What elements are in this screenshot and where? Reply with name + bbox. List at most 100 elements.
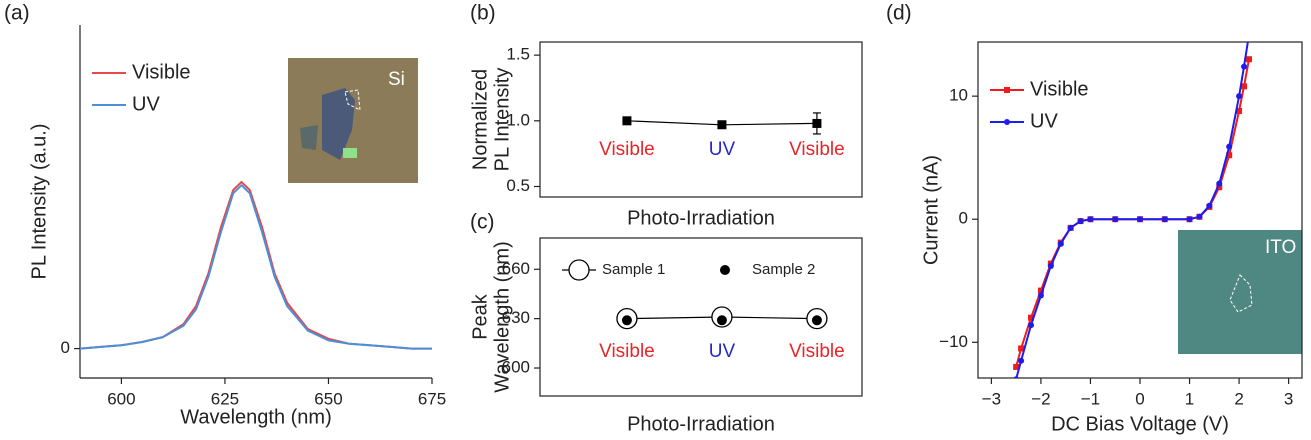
marker <box>1018 345 1025 352</box>
inset-si: Si <box>288 58 418 183</box>
plot-area <box>616 306 828 330</box>
panel-label: (a) <box>4 2 30 25</box>
plot-area <box>622 112 822 135</box>
y-tick-label: 630 <box>502 308 530 327</box>
marker <box>568 259 590 281</box>
panel-label: (c) <box>470 211 495 234</box>
y-tick-label: 0 <box>959 209 968 228</box>
x-axis-label: Photo-Irradiation <box>627 207 775 229</box>
marker <box>1057 240 1064 247</box>
marker <box>1161 216 1168 223</box>
inset-image <box>288 58 418 183</box>
category-label: UV <box>709 139 736 160</box>
marker <box>622 116 632 126</box>
category-label: Visible <box>789 341 845 362</box>
marker <box>1028 314 1035 321</box>
outline <box>1229 274 1253 313</box>
marker <box>1112 216 1119 223</box>
y-tick-label: 0 <box>61 338 70 357</box>
inset-label: ITO <box>1265 237 1296 258</box>
plot-area <box>1013 32 1252 378</box>
marker <box>811 315 822 326</box>
flake <box>322 88 355 160</box>
y-axis-label: Wavelength (nm) <box>491 241 513 393</box>
plot-frame <box>539 237 863 397</box>
x-tick-label: 3 <box>1284 389 1293 408</box>
marker <box>1137 216 1143 223</box>
y-axis-label: Current (nA) <box>920 155 942 265</box>
outline <box>344 89 361 111</box>
legend-label: Sample 2 <box>752 261 815 278</box>
marker <box>621 315 632 326</box>
marker <box>1047 263 1054 269</box>
marker <box>720 265 730 275</box>
inset-image <box>1178 230 1302 354</box>
marker <box>1226 143 1233 150</box>
legend-label: Visible <box>132 61 191 83</box>
marker <box>1245 56 1252 63</box>
legend-label: UV <box>132 93 160 115</box>
x-tick-label: 0 <box>1135 389 1144 408</box>
y-tick-label: 0.5 <box>506 176 530 195</box>
x-axis-label: Wavelength (nm) <box>180 406 332 428</box>
marker <box>1241 83 1248 90</box>
marker <box>1196 213 1203 220</box>
x-tick-label: 2 <box>1234 389 1243 408</box>
category-label: UV <box>709 341 736 362</box>
marker <box>1236 107 1243 114</box>
marker <box>1236 93 1243 100</box>
flake <box>343 148 357 158</box>
x-tick-label: −2 <box>1031 389 1050 408</box>
y-axis-label: Normalized <box>469 69 491 170</box>
marker <box>1186 216 1193 223</box>
plot-area <box>80 180 432 350</box>
legend-label: UV <box>1030 110 1058 132</box>
legend-label: Visible <box>1030 78 1089 100</box>
marker <box>1246 32 1252 38</box>
y-tick-label: 660 <box>502 259 530 278</box>
y-axis-label: PL Intensity <box>491 68 513 172</box>
marker <box>1018 357 1025 364</box>
flake <box>300 125 318 150</box>
panel-label: (b) <box>470 2 496 25</box>
category-label: Visible <box>599 341 655 362</box>
marker <box>1067 224 1074 231</box>
marker <box>1226 152 1233 159</box>
x-axis-label: Photo-Irradiation <box>627 413 775 435</box>
series-line <box>80 184 432 350</box>
x-tick-label: 600 <box>107 389 135 408</box>
y-axis-label: PL Intensity (a.u.) <box>28 124 50 280</box>
panel-label: (d) <box>886 2 912 25</box>
x-tick-label: 675 <box>418 389 446 408</box>
x-tick-label: −3 <box>982 389 1001 408</box>
marker <box>1087 216 1094 223</box>
y-tick-label: 1.0 <box>506 110 530 129</box>
series-line <box>80 180 432 350</box>
marker <box>1241 63 1248 70</box>
marker <box>1004 87 1010 93</box>
marker <box>1004 119 1010 125</box>
marker <box>1216 184 1223 191</box>
y-axis-label: Peak <box>469 293 491 340</box>
inset-ito: ITO <box>1178 230 1302 354</box>
marker <box>717 120 727 130</box>
marker <box>812 118 822 128</box>
marker <box>1216 180 1223 187</box>
legend-label: Sample 1 <box>602 261 665 278</box>
y-tick-label: 10 <box>949 86 968 105</box>
y-tick-label: −10 <box>939 332 968 351</box>
category-label: Visible <box>599 139 655 160</box>
marker <box>1028 322 1035 329</box>
category-label: Visible <box>789 139 845 160</box>
x-tick-label: 650 <box>314 389 342 408</box>
marker <box>1037 287 1044 294</box>
x-axis-label: DC Bias Voltage (V) <box>1051 413 1229 435</box>
y-tick-label: 1.5 <box>506 45 530 64</box>
marker <box>1013 363 1020 370</box>
marker <box>1077 218 1084 225</box>
x-tick-label: 625 <box>211 389 239 408</box>
marker <box>716 315 727 326</box>
inset-label: Si <box>388 69 405 90</box>
